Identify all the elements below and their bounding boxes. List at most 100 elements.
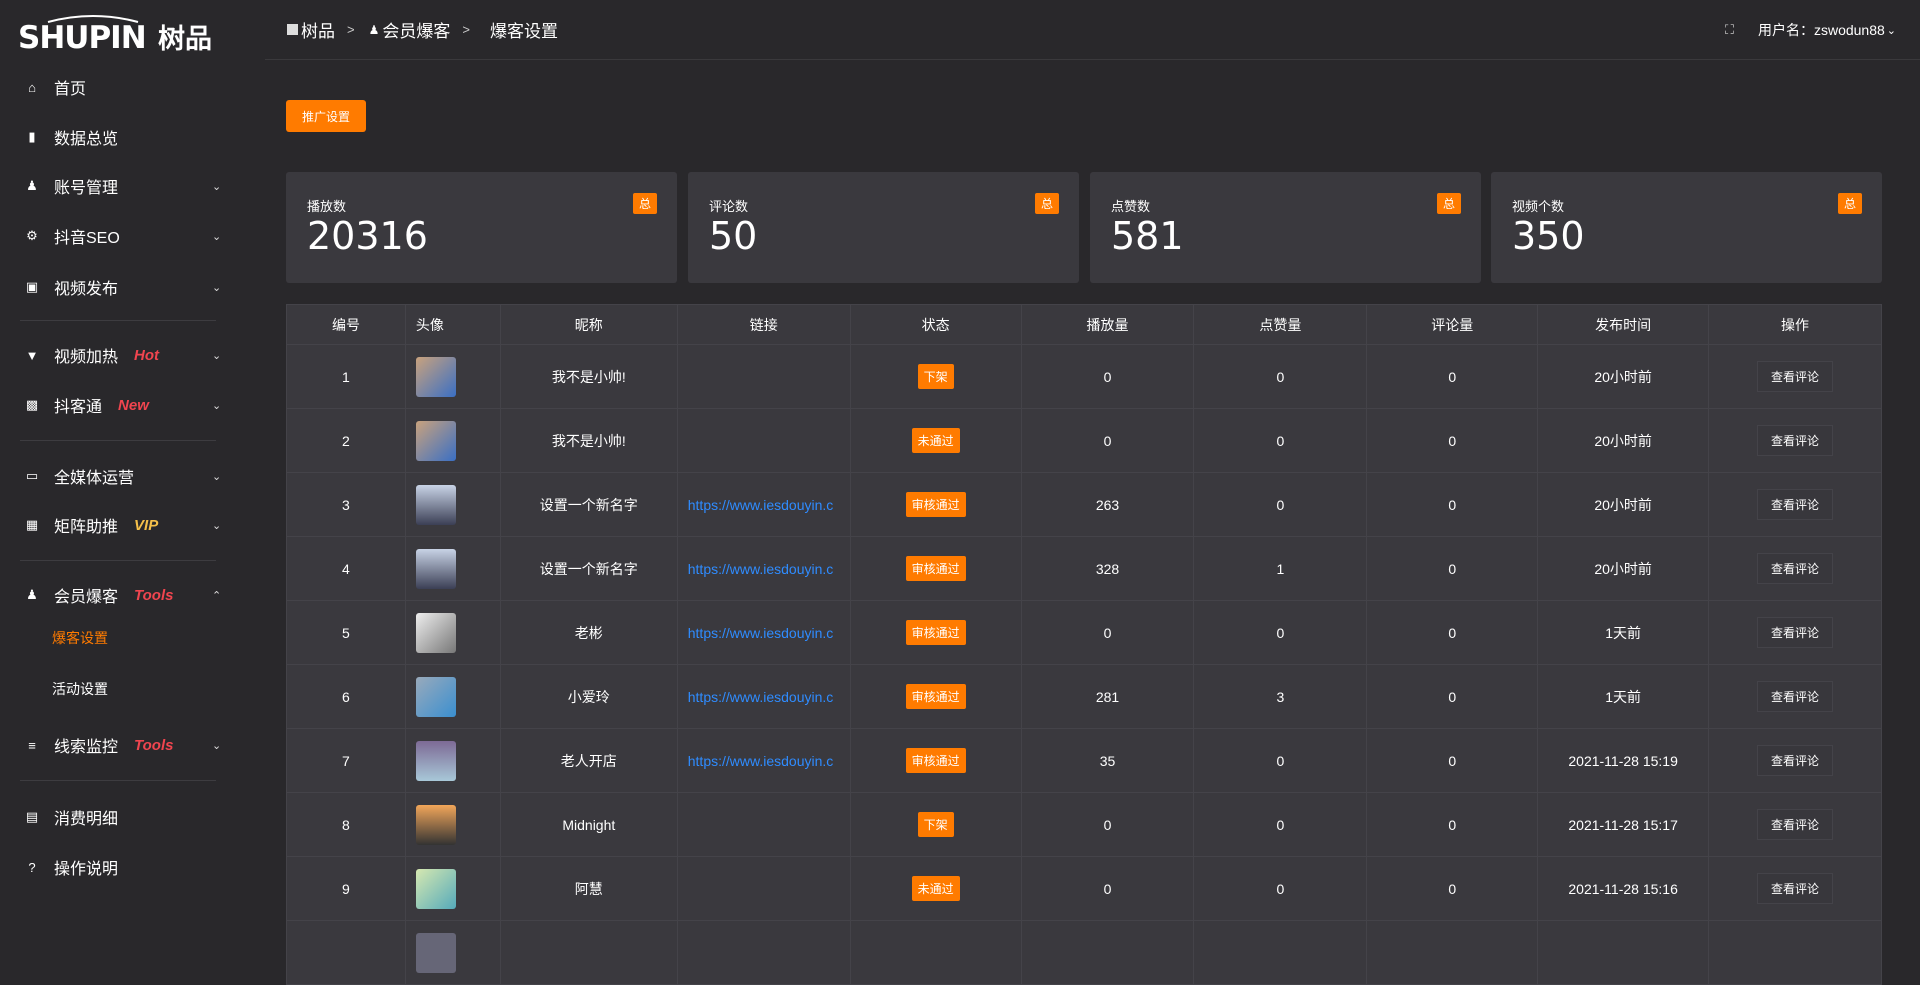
sidebar-item-9[interactable]: ♟ 会员爆客 Tools ⌃ xyxy=(0,570,265,620)
row-id: 5 xyxy=(286,600,406,665)
status-badge: 下架 xyxy=(917,812,954,837)
nickname: 老人开店 xyxy=(499,728,678,793)
svg-text:树品: 树品 xyxy=(158,24,212,52)
chevron-down-icon[interactable]: ⌄ xyxy=(1886,24,1896,37)
sliders-icon: ≡ xyxy=(28,737,36,753)
video-link[interactable]: https://www.iesdouyin.c xyxy=(687,624,834,641)
sidebar-item-3[interactable]: ⚙ 抖音SEO ⌄ xyxy=(0,211,265,261)
status-badge: 未通过 xyxy=(911,428,960,453)
chevron-down-icon[interactable]: ⌄ xyxy=(212,349,222,362)
comments: 0 xyxy=(1366,344,1539,409)
sidebar-item-11[interactable]: ▤ 消费明细 xyxy=(0,792,265,842)
breadcrumb-home[interactable]: 树品 xyxy=(301,22,335,41)
chevron-down-icon[interactable]: ⌄ xyxy=(212,180,222,193)
user-menu[interactable]: 用户名：zswodun88 xyxy=(1757,22,1885,38)
sidebar-subitem-1[interactable]: 活动设置 xyxy=(52,681,108,697)
view-comments-button[interactable]: 查看评论 xyxy=(1757,681,1834,712)
view-comments-button[interactable]: 查看评论 xyxy=(1757,489,1834,520)
shupin-logo-icon: SHUPIN 树品 xyxy=(18,15,212,52)
avatar xyxy=(415,548,456,589)
row-id: 7 xyxy=(286,728,406,793)
view-comments-button[interactable]: 查看评论 xyxy=(1757,745,1834,776)
stat-value: 350 xyxy=(1512,214,1585,258)
sidebar-item-0[interactable]: ⌂ 首页 xyxy=(0,62,265,112)
sidebar-item-label: 账号管理 xyxy=(54,180,119,197)
nickname: 小爱玲 xyxy=(499,664,678,729)
table-row: 8 Midnight 下架 0 0 0 2021-11-28 15:17 查看评… xyxy=(286,792,1882,857)
sidebar-item-12[interactable]: ? 操作说明 xyxy=(0,842,265,892)
table-row: 1 我不是小帅! 下架 0 0 0 20小时前 查看评论 xyxy=(286,344,1882,409)
sidebar-item-label: 线索监控 xyxy=(54,739,119,756)
monitor-icon: ▭ xyxy=(25,468,39,483)
avatar xyxy=(415,676,456,717)
status-badge: 审核通过 xyxy=(905,748,966,773)
sidebar-tag: Tools xyxy=(134,736,174,754)
plays: 0 xyxy=(1020,792,1195,857)
table-row: 5 老彬 https://www.iesdouyin.c 审核通过 0 0 0 … xyxy=(286,600,1882,665)
gear-icon: ⚙ xyxy=(26,228,38,243)
total-badge: 总 xyxy=(632,193,657,214)
video-link[interactable]: https://www.iesdouyin.c xyxy=(687,688,834,705)
view-comments-button[interactable]: 查看评论 xyxy=(1757,361,1834,392)
publish-time: 20小时前 xyxy=(1537,344,1710,409)
table-row: 6 小爱玲 https://www.iesdouyin.c 审核通过 281 3… xyxy=(286,664,1882,729)
comments: 0 xyxy=(1366,600,1539,665)
view-comments-button[interactable]: 查看评论 xyxy=(1757,553,1834,584)
view-comments-button[interactable]: 查看评论 xyxy=(1757,617,1834,648)
sidebar-subitem-0[interactable]: 爆客设置 xyxy=(52,630,108,646)
status-badge: 审核通过 xyxy=(905,492,966,517)
sidebar-item-1[interactable]: ▮ 数据总览 xyxy=(0,112,265,162)
comments: 0 xyxy=(1366,472,1539,537)
sidebar-item-6[interactable]: ▩ 抖客通 New ⌄ xyxy=(0,380,265,430)
chevron-down-icon[interactable]: ⌄ xyxy=(212,739,222,752)
sidebar-item-label: 全媒体运营 xyxy=(54,470,135,487)
view-comments-button[interactable]: 查看评论 xyxy=(1757,809,1834,840)
plays: 328 xyxy=(1020,536,1195,601)
logo[interactable]: SHUPIN 树品 xyxy=(18,12,228,52)
avatar xyxy=(415,612,456,653)
breadcrumb-member[interactable]: 会员爆客 xyxy=(382,22,451,41)
column-header: 评论量 xyxy=(1366,304,1539,345)
status-badge: 审核通过 xyxy=(905,556,966,581)
likes: 0 xyxy=(1193,344,1368,409)
chevron-up-icon[interactable]: ⌃ xyxy=(212,589,222,602)
sidebar-item-label: 首页 xyxy=(54,81,87,98)
column-header: 点赞量 xyxy=(1193,304,1368,345)
sidebar-item-10[interactable]: ≡ 线索监控 Tools ⌄ xyxy=(0,720,265,770)
comments: 0 xyxy=(1366,728,1539,793)
stat-label: 评论数 xyxy=(709,199,749,214)
grid-icon: ▦ xyxy=(25,517,39,532)
nickname: 老彬 xyxy=(499,600,678,665)
stat-value: 20316 xyxy=(307,214,428,258)
likes: 0 xyxy=(1193,408,1368,473)
view-comments-button[interactable]: 查看评论 xyxy=(1757,873,1834,904)
sidebar: SHUPIN 树品 ⌂ 首页 ▮ 数据总览 ♟ 账号管理 ⌄ ⚙ 抖音SEO ⌄ ▣ 视频发布 ⌄ ▼ 视频… xyxy=(0,0,265,936)
view-comments-button[interactable]: 查看评论 xyxy=(1757,425,1834,456)
column-header: 发布时间 xyxy=(1537,304,1710,345)
chevron-down-icon[interactable]: ⌄ xyxy=(212,399,222,412)
sidebar-item-5[interactable]: ▼ 视频加热 Hot ⌄ xyxy=(0,330,265,380)
plays: 281 xyxy=(1020,664,1195,729)
chevron-down-icon[interactable]: ⌄ xyxy=(212,281,222,294)
video-link[interactable]: https://www.iesdouyin.c xyxy=(687,560,834,577)
sidebar-item-7[interactable]: ▭ 全媒体运营 ⌄ xyxy=(0,451,265,501)
sidebar-item-8[interactable]: ▦ 矩阵助推 VIP ⌄ xyxy=(0,500,265,550)
chevron-down-icon[interactable]: ⌄ xyxy=(212,519,222,532)
sidebar-item-label: 视频加热 xyxy=(54,349,119,366)
publish-time: 2021-11-28 15:16 xyxy=(1537,856,1710,921)
sidebar-item-label: 会员爆客 xyxy=(54,589,119,606)
chevron-down-icon[interactable]: ⌄ xyxy=(212,470,222,483)
stat-label: 点赞数 xyxy=(1111,199,1151,214)
video-link[interactable]: https://www.iesdouyin.c xyxy=(687,752,834,769)
avatar xyxy=(415,804,456,845)
sidebar-item-4[interactable]: ▣ 视频发布 ⌄ xyxy=(0,262,265,312)
fullscreen-icon[interactable]: ⛶ xyxy=(1724,22,1734,37)
chevron-down-icon[interactable]: ⌄ xyxy=(212,230,222,243)
plays: 35 xyxy=(1020,728,1195,793)
publish-time: 20小时前 xyxy=(1537,536,1710,601)
promo-settings-button[interactable]: 推广设置 xyxy=(286,100,366,132)
sidebar-item-label: 矩阵助推 xyxy=(54,519,119,536)
video-link[interactable]: https://www.iesdouyin.c xyxy=(687,496,834,513)
sidebar-item-2[interactable]: ♟ 账号管理 ⌄ xyxy=(0,161,265,211)
sidebar-item-label: 抖音SEO xyxy=(54,230,120,247)
